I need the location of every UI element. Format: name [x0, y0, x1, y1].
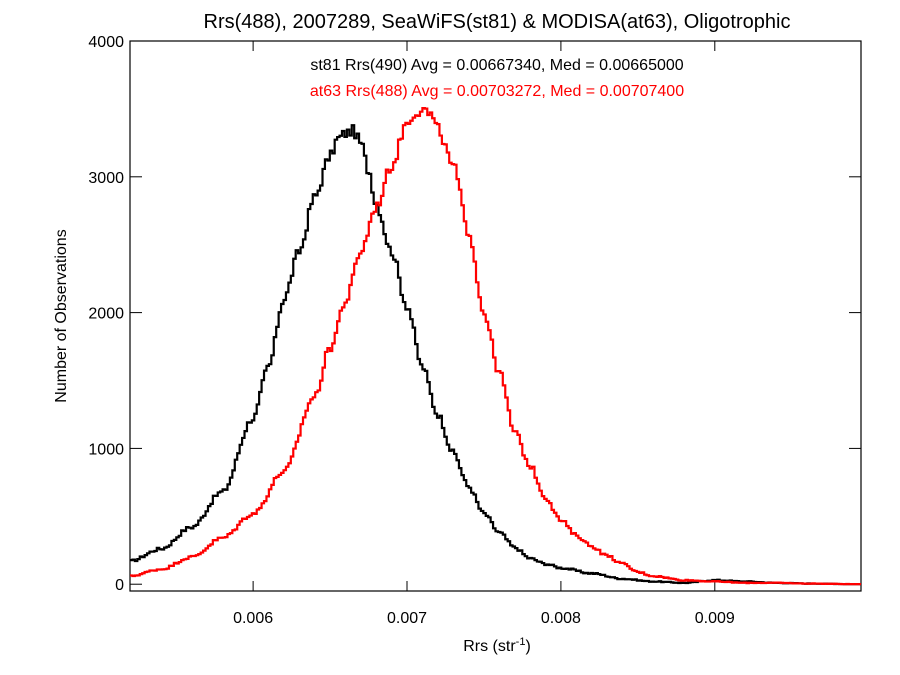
x-axis-ticks: 0.006 0.007 0.008 0.009	[233, 41, 735, 627]
x-tick-label: 0.006	[233, 610, 273, 627]
y-tick-label: 4000	[88, 34, 124, 51]
series-st81-histogram	[130, 124, 861, 586]
series-at63-histogram	[130, 106, 861, 586]
y-axis-label: Number of Observations	[53, 229, 70, 402]
x-axis-label-superscript: -1	[516, 636, 526, 648]
x-axis-label-main: Rrs (str	[463, 638, 516, 655]
plot-frame	[129, 40, 862, 592]
y-tick-label: 2000	[88, 306, 124, 323]
legend-entry-st81: st81 Rrs(490) Avg = 0.00667340, Med = 0.…	[310, 57, 683, 74]
x-axis-label: Rrs (str-1)	[463, 636, 531, 655]
x-tick-label: 0.007	[387, 610, 427, 627]
x-axis-label-close: )	[525, 638, 530, 655]
plot-border	[129, 40, 862, 592]
y-tick-label: 1000	[88, 441, 124, 458]
x-tick-label: 0.008	[541, 610, 581, 627]
y-axis-ticks: 0 1000 2000 3000 4000	[88, 34, 861, 594]
x-tick-label: 0.009	[695, 610, 735, 627]
legend-entry-at63: at63 Rrs(488) Avg = 0.00703272, Med = 0.…	[310, 83, 684, 100]
y-tick-label: 3000	[88, 170, 124, 187]
series-layer	[130, 106, 861, 586]
y-tick-label: 0	[115, 577, 124, 594]
chart-title: Rrs(488), 2007289, SeaWiFS(st81) & MODIS…	[204, 11, 791, 33]
